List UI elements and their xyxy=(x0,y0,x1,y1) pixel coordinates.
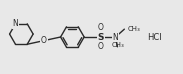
Text: N: N xyxy=(13,19,18,28)
Text: N: N xyxy=(113,32,118,42)
Text: CH₃: CH₃ xyxy=(127,26,140,32)
Text: O: O xyxy=(41,36,47,45)
Text: O: O xyxy=(98,42,104,51)
Text: HCl: HCl xyxy=(147,32,162,42)
Text: CH₃: CH₃ xyxy=(111,42,124,48)
Text: O: O xyxy=(98,23,104,32)
Text: S: S xyxy=(98,32,104,42)
